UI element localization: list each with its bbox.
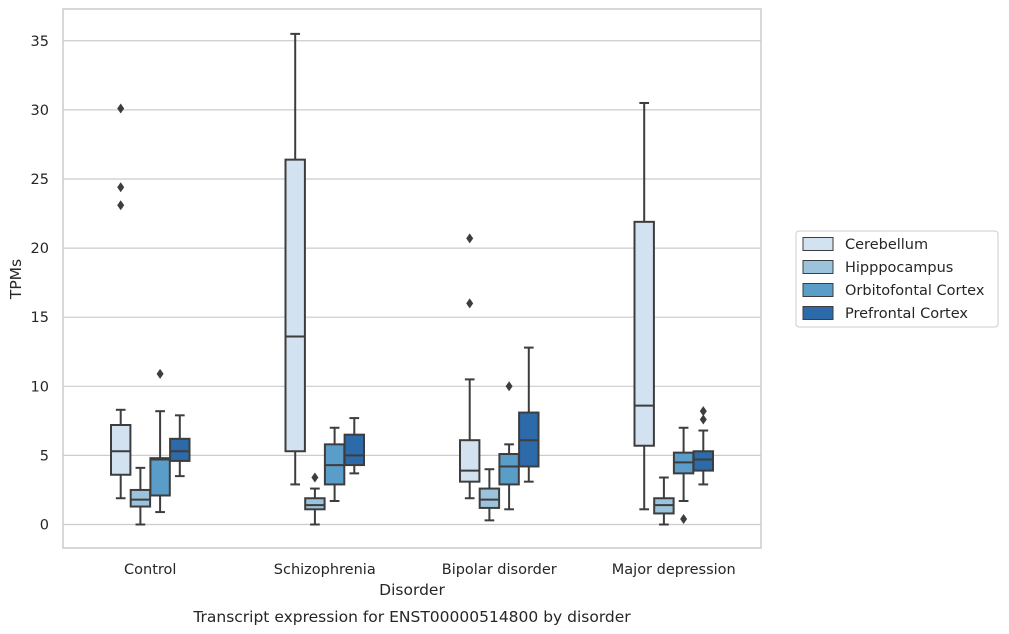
box-group xyxy=(692,406,714,486)
box xyxy=(692,450,714,472)
legend-swatch xyxy=(802,260,834,274)
box-group xyxy=(478,468,501,522)
legend: Cerebellum Hipppocampus Orbitofontal Corte… xyxy=(795,230,999,328)
y-tick-label: 25 xyxy=(31,172,49,188)
outlier-point xyxy=(505,381,513,392)
legend-swatch xyxy=(802,283,834,297)
box xyxy=(169,437,191,462)
x-tick-labels: Control Schizophrenia Bipolar disorder Majo… xyxy=(124,562,736,578)
box-group xyxy=(459,233,481,500)
box-group xyxy=(323,426,346,503)
outlier-point xyxy=(466,233,474,244)
x-tick-label: Schizophrenia xyxy=(274,562,376,578)
outlier-point xyxy=(117,182,125,193)
y-tick-label: 20 xyxy=(31,241,49,257)
box-group xyxy=(518,346,540,483)
chart-caption: Transcript expression for ENST0000051480… xyxy=(192,608,631,626)
x-tick-label: Bipolar disorder xyxy=(442,562,557,578)
box-group xyxy=(633,101,655,511)
box-group xyxy=(343,417,366,475)
box-group xyxy=(304,472,326,526)
box-group xyxy=(284,32,306,486)
outlier-point xyxy=(117,103,125,114)
box-group xyxy=(672,426,695,524)
box-group xyxy=(169,414,191,478)
legend-label: Hipppocampus xyxy=(845,260,953,276)
x-tick-label: Major depression xyxy=(612,562,736,578)
legend-swatch xyxy=(802,306,834,320)
box-group xyxy=(653,476,675,526)
legend-swatch xyxy=(802,237,834,251)
box-group xyxy=(498,381,520,511)
legend-label: Cerebellum xyxy=(845,237,928,253)
y-tick-label: 5 xyxy=(40,448,49,464)
y-tick-labels: 0 5 10 15 20 25 30 35 xyxy=(31,34,49,534)
y-axis-label: TPMs xyxy=(7,259,25,300)
y-tick-label: 0 xyxy=(40,518,49,534)
y-tick-label: 30 xyxy=(31,103,49,119)
box xyxy=(110,423,132,476)
legend-label: Orbitofontal Cortex xyxy=(845,283,985,299)
legend-label: Prefrontal Cortex xyxy=(845,306,968,322)
outlier-point xyxy=(699,414,707,425)
box xyxy=(633,220,655,447)
box-group xyxy=(129,466,152,526)
outlier-point xyxy=(699,406,707,417)
y-tick-label: 35 xyxy=(31,34,49,50)
box-group xyxy=(110,103,132,500)
box xyxy=(343,433,366,467)
box-group xyxy=(149,368,171,514)
outlier-point xyxy=(680,513,688,524)
x-tick-label: Control xyxy=(124,562,176,578)
box xyxy=(304,497,326,511)
box xyxy=(478,487,501,509)
x-axis-label: Disorder xyxy=(379,581,445,599)
y-tick-label: 10 xyxy=(31,379,49,395)
y-tick-label: 15 xyxy=(31,310,49,326)
outlier-point xyxy=(466,298,474,309)
box xyxy=(459,439,481,483)
box xyxy=(149,457,171,497)
box xyxy=(498,453,520,486)
outlier-point xyxy=(117,200,125,211)
outlier-point xyxy=(311,472,319,483)
boxes xyxy=(110,32,714,526)
box xyxy=(129,488,152,508)
legend-frame xyxy=(795,230,999,328)
plot-frame xyxy=(62,8,762,549)
box xyxy=(284,158,306,453)
outlier-point xyxy=(156,368,164,379)
